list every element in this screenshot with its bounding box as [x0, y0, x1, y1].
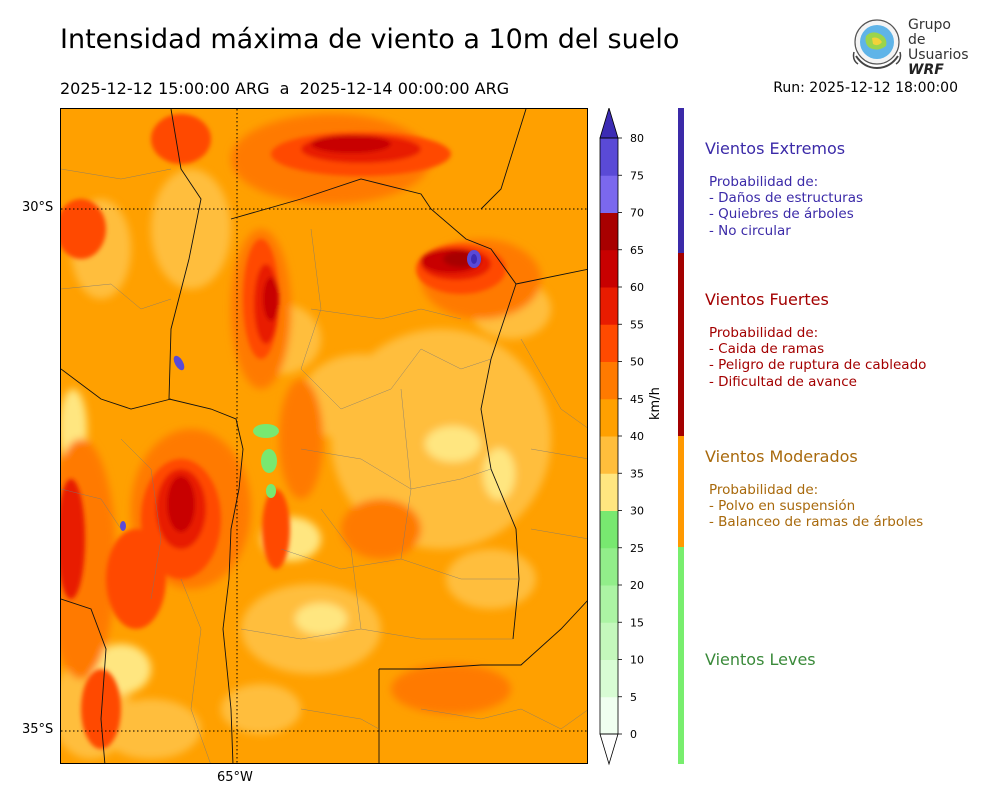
colorbar-tick-label: 80 — [630, 132, 644, 145]
category-description: Probabilidad de: - Polvo en suspensión -… — [705, 482, 923, 531]
wind-map — [60, 108, 588, 764]
strong-winds-bar — [678, 253, 684, 436]
lon-label-65w: 65°W — [217, 770, 253, 785]
category-title: Vientos Extremos — [705, 139, 846, 158]
colorbar-tick-label: 35 — [630, 467, 644, 480]
map-title: Intensidad máxima de viento a 10m del su… — [60, 24, 680, 55]
colorbar-segment — [600, 473, 618, 511]
colorbar-segment — [600, 138, 618, 176]
logo-line-1: Grupo de — [908, 17, 951, 48]
category-light: Vientos Leves — [705, 650, 816, 669]
colorbar-tick-label: 15 — [630, 616, 644, 629]
category-description: Probabilidad de: - Daños de estructuras … — [705, 174, 863, 239]
colorbar-tick-label: 20 — [630, 579, 644, 592]
colorbar-segment — [600, 547, 618, 586]
category-line: - Daños de estructuras — [709, 190, 864, 207]
category-title: Vientos Moderados — [705, 447, 858, 466]
colorbar-segment — [600, 696, 618, 735]
colorbar-segment — [600, 249, 618, 288]
category-title: Vientos Fuertes — [705, 290, 829, 309]
colorbar-tick-label: 40 — [630, 430, 644, 443]
colorbar-segment — [600, 287, 618, 325]
colorbar-tick-label: 45 — [630, 393, 644, 406]
colorbar-segment — [600, 585, 618, 623]
category-title: Vientos Leves — [705, 650, 816, 669]
colorbar-tick-label: 5 — [630, 691, 637, 704]
lat-label-35s: 35°S — [22, 722, 54, 737]
run-time: Run: 2025-12-12 18:00:00 — [773, 80, 958, 96]
colorbar-extend-min — [599, 733, 619, 766]
wrf-group-logo: Grupo de Usuarios WRF — [848, 16, 969, 78]
category-line: - Caida de ramas — [709, 341, 825, 358]
colorbar-segment — [600, 212, 618, 251]
colorbar-tick-label: 10 — [630, 654, 644, 667]
category-strong: Vientos Fuertes Probabilidad de: - Caida… — [705, 290, 926, 390]
colorbar-tick-label: 65 — [630, 244, 644, 257]
colorbar-segment — [600, 622, 618, 660]
category-line: - Quiebres de árboles — [709, 206, 854, 223]
light-winds-bar — [678, 547, 684, 764]
category-line: - No circular — [709, 222, 791, 239]
category-line: - Peligro de ruptura de cableado — [709, 357, 927, 374]
colorbar-segment — [600, 175, 618, 213]
colorbar-tick-label: 75 — [630, 169, 644, 182]
moderate-winds-bar — [678, 436, 684, 547]
category-moderate: Vientos Moderados Probabilidad de: - Pol… — [705, 447, 923, 531]
colorbar-tick-label: 0 — [630, 728, 637, 741]
category-line: Probabilidad de: — [709, 174, 819, 190]
category-line: - Balanceo de ramas de árboles — [709, 514, 924, 531]
globe-icon — [852, 19, 902, 70]
colorbar-segment — [600, 324, 618, 362]
colorbar-segment — [600, 510, 618, 549]
lat-label-30s: 30°S — [22, 200, 54, 215]
category-extreme: Vientos Extremos Probabilidad de: - Daño… — [705, 139, 863, 239]
category-description: Probabilidad de: - Caida de ramas - Peli… — [705, 325, 926, 390]
colorbar-tick-label: 50 — [630, 356, 644, 369]
category-line: - Polvo en suspensión — [709, 498, 856, 515]
logo-line-3: WRF — [908, 62, 944, 78]
colorbar-unit: km/h — [648, 387, 663, 420]
colorbar-tick-label: 25 — [630, 542, 644, 555]
wind-colorbar: 0 5 10 15 20 25 30 35 40 45 50 55 60 65 70 75 80 — [598, 106, 658, 768]
colorbar-tick-label: 70 — [630, 207, 644, 220]
forecast-period: 2025-12-12 15:00:00 ARG a 2025-12-14 00:… — [60, 79, 510, 98]
colorbar-segment — [600, 659, 618, 698]
colorbar-segment — [600, 436, 618, 474]
category-line: Probabilidad de: — [709, 325, 819, 341]
extreme-winds-bar — [678, 108, 684, 253]
colorbar-extend-max — [599, 106, 619, 139]
category-line: Probabilidad de: — [709, 482, 819, 498]
colorbar-tick-label: 30 — [630, 505, 644, 518]
colorbar-segment — [600, 398, 618, 437]
category-line: - Dificultad de avance — [709, 373, 857, 390]
logo-line-2: Usuarios — [908, 47, 969, 63]
colorbar-tick-label: 60 — [630, 281, 644, 294]
colorbar-tick-label: 55 — [630, 318, 644, 331]
colorbar-segment — [600, 361, 618, 400]
